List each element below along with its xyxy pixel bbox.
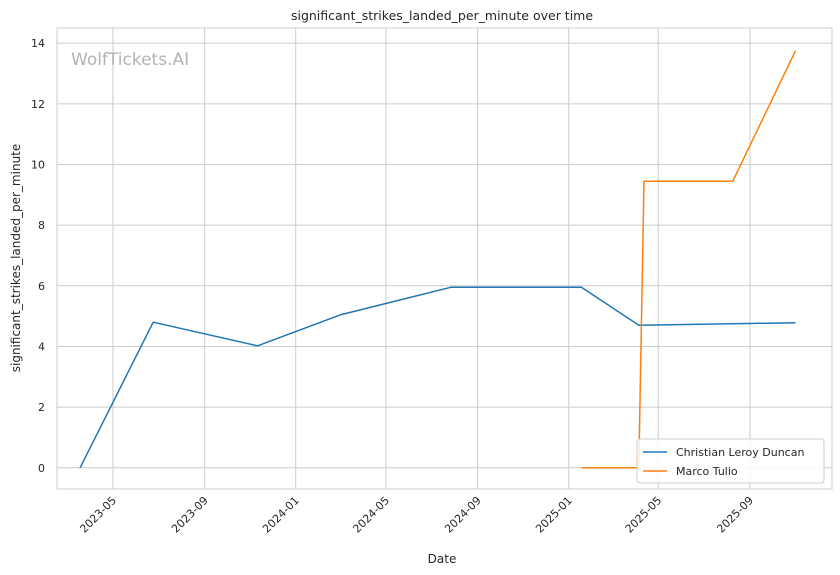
y-tick-label: 4 <box>38 340 45 353</box>
y-tick-label: 2 <box>38 401 45 414</box>
y-tick-label: 8 <box>38 219 45 232</box>
y-tick-label: 14 <box>31 37 45 50</box>
x-tick-label: 2023-09 <box>169 494 211 536</box>
x-tick-label: 2024-01 <box>260 494 302 536</box>
y-tick-label: 10 <box>31 158 45 171</box>
y-tick-label: 6 <box>38 280 45 293</box>
chart-title: significant_strikes_landed_per_minute ov… <box>291 8 593 23</box>
x-tick-label: 2024-05 <box>350 494 392 536</box>
grid <box>57 28 832 489</box>
series-lines <box>79 50 797 469</box>
x-tick-label: 2025-09 <box>714 494 756 536</box>
y-axis-title: significant_strikes_landed_per_minute <box>9 144 23 373</box>
watermark: WolfTickets.AI <box>71 50 189 70</box>
x-tick-label: 2024-09 <box>442 494 484 536</box>
legend-box <box>636 438 825 484</box>
x-axis-title: Date <box>428 552 457 566</box>
legend-label-series-2: Marco Tulio <box>676 465 738 478</box>
series-line-2 <box>581 50 797 469</box>
x-tick-label: 2025-05 <box>623 494 665 536</box>
y-tick-label: 0 <box>38 462 45 475</box>
y-tick-label: 12 <box>31 98 45 111</box>
x-tick-label: 2023-05 <box>77 494 119 536</box>
series-line-1 <box>79 286 796 469</box>
legend: Christian Leroy Duncan Marco Tulio <box>636 438 825 484</box>
legend-label-series-1: Christian Leroy Duncan <box>676 446 804 459</box>
plot-area <box>56 27 833 490</box>
x-tick-label: 2025-01 <box>533 494 575 536</box>
